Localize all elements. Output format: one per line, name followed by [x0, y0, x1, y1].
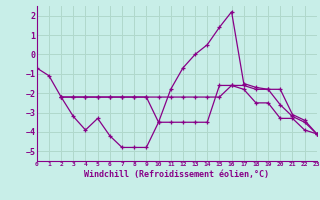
X-axis label: Windchill (Refroidissement éolien,°C): Windchill (Refroidissement éolien,°C)	[84, 170, 269, 179]
